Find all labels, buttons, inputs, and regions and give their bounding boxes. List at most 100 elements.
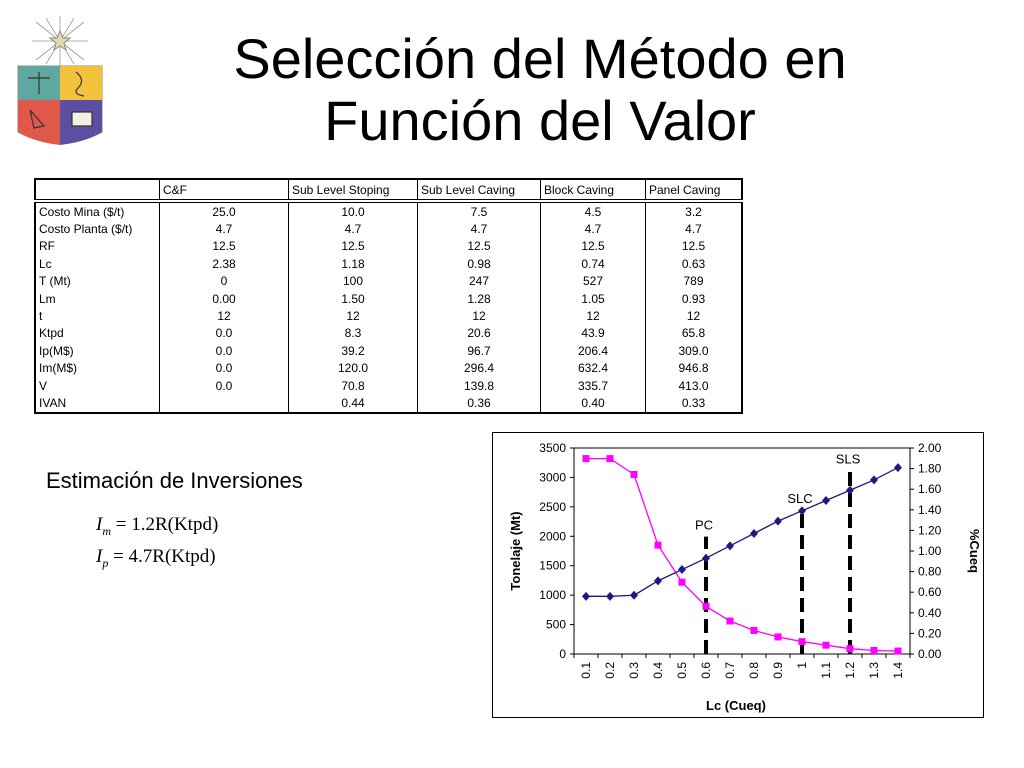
table-cell: 12 [540, 307, 646, 325]
y-tick-label: 1500 [539, 559, 566, 573]
table-cell: 20.6 [417, 324, 541, 343]
table-cell: 12 [645, 307, 743, 325]
row-label: Lc [34, 255, 160, 273]
y-tick-label: 3500 [539, 441, 566, 455]
table-row: T (Mt) 0 100 247 527 789 [34, 272, 743, 290]
table-cell: 0.0 [159, 376, 289, 395]
title-line-2: Función del Valor [324, 89, 756, 152]
table-cell: 335.7 [540, 376, 646, 395]
formula-sub: m [102, 523, 111, 538]
table-cell: 0.63 [645, 255, 743, 273]
table-cell: 527 [540, 272, 646, 290]
table-header: Sub Level Caving [417, 178, 541, 203]
tonnage-point [774, 633, 782, 641]
table-cell: 12.5 [645, 237, 743, 256]
table-cell: 206.4 [540, 342, 646, 360]
table-cell: 12 [159, 307, 289, 325]
tonnage-point [606, 455, 614, 463]
table-cell: 0.44 [288, 394, 418, 413]
table-cell: 70.8 [288, 376, 418, 395]
y2-tick-label: 1.40 [918, 503, 942, 517]
table-cell: 4.5 [540, 201, 646, 221]
table-cell: 12 [288, 307, 418, 325]
y-tick-label: 1000 [539, 588, 566, 602]
grade-point [654, 576, 662, 586]
grade-point [726, 541, 734, 551]
table-cell: 25.0 [159, 201, 289, 221]
table-cell: 1.05 [540, 289, 646, 308]
table-row: t 12 12 12 12 12 [34, 307, 743, 325]
table-cell: 12.5 [288, 237, 418, 256]
y-tick-label: 0 [559, 647, 566, 661]
table-cell: 247 [417, 272, 541, 290]
grade-point [606, 591, 614, 601]
y2-tick-label: 0.60 [918, 585, 942, 599]
x-tick-label: 1 [795, 662, 809, 669]
formula-ip: Ip = 4.7R(Ktpd) [96, 546, 216, 571]
table-cell: 12.5 [540, 237, 646, 256]
tonnage-point [630, 470, 638, 478]
tonnage-point [678, 578, 686, 586]
grade-point [774, 516, 782, 526]
grade-series-line [586, 466, 899, 597]
x-tick-label: 0.7 [723, 662, 737, 679]
table-row: Im(M$) 0.0 120.0 296.4 632.4 946.8 [34, 359, 743, 377]
x-tick-label: 0.1 [579, 662, 593, 679]
table-cell: 1.18 [288, 255, 418, 273]
table-cell: 96.7 [417, 342, 541, 360]
y2-tick-label: 0.80 [918, 565, 942, 579]
y2-tick-label: 1.80 [918, 462, 942, 476]
table-header-row: C&F Sub Level Stoping Sub Level Caving B… [34, 178, 743, 203]
table-row: Costo Planta ($/t) 4.7 4.7 4.7 4.7 4.7 [34, 220, 743, 238]
section-subtitle: Estimación de Inversiones [46, 468, 303, 493]
table-row: Lc 2.38 1.18 0.98 0.74 0.63 [34, 255, 743, 273]
grade-point [630, 590, 638, 600]
table-cell: 8.3 [288, 324, 418, 343]
formula-eq: = 1.2R(Ktpd) [115, 514, 219, 535]
x-tick-label: 0.2 [603, 662, 617, 679]
university-logo [17, 16, 103, 145]
row-label: Im(M$) [34, 359, 160, 377]
table-cell: 100 [288, 272, 418, 290]
table-cell [159, 394, 289, 413]
method-marker-label: SLS [836, 452, 861, 467]
y-tick-label: 3000 [539, 470, 566, 484]
row-label: IVAN [34, 394, 160, 413]
x-tick-label: 0.9 [771, 662, 785, 679]
grade-point [678, 565, 686, 575]
table-cell: 1.28 [417, 289, 541, 308]
table-cell: 12.5 [417, 237, 541, 256]
y-tick-label: 500 [546, 618, 566, 632]
table-cell: 0.0 [159, 324, 289, 343]
tonnage-point [582, 455, 590, 463]
table-cell: 789 [645, 272, 743, 290]
table-cell: 43.9 [540, 324, 646, 343]
x-tick-label: 0.5 [675, 662, 689, 679]
table-cell: 4.7 [159, 220, 289, 238]
table-header [34, 178, 160, 203]
table-cell: 296.4 [417, 359, 541, 377]
x-tick-label: 0.8 [747, 662, 761, 679]
formula-eq: = 4.7R(Ktpd) [113, 546, 216, 567]
x-tick-label: 1.2 [843, 662, 857, 679]
x-tick-label: 1.4 [891, 662, 905, 679]
x-tick-label: 0.6 [699, 662, 713, 679]
tonnage-point [798, 638, 806, 646]
x-tick-label: 1.1 [819, 662, 833, 679]
formula-im: Im = 1.2R(Ktpd) [96, 514, 218, 539]
grade-point [702, 553, 710, 563]
formula-var: I [96, 546, 103, 567]
method-comparison-table: C&F Sub Level Stoping Sub Level Caving B… [34, 178, 743, 414]
tonnage-point [726, 617, 734, 625]
tonnage-point [702, 602, 710, 610]
table-cell: 4.7 [417, 220, 541, 238]
y-tick-label: 2000 [539, 529, 566, 543]
y2-tick-label: 0.40 [918, 606, 942, 620]
table-cell: 0.00 [159, 289, 289, 308]
table-cell: 946.8 [645, 359, 743, 377]
x-tick-label: 0.3 [627, 662, 641, 679]
y2-axis-title: %Cueq [967, 529, 982, 573]
table-row: RF 12.5 12.5 12.5 12.5 12.5 [34, 237, 743, 256]
x-tick-label: 1.3 [867, 662, 881, 679]
table-cell: 309.0 [645, 342, 743, 360]
